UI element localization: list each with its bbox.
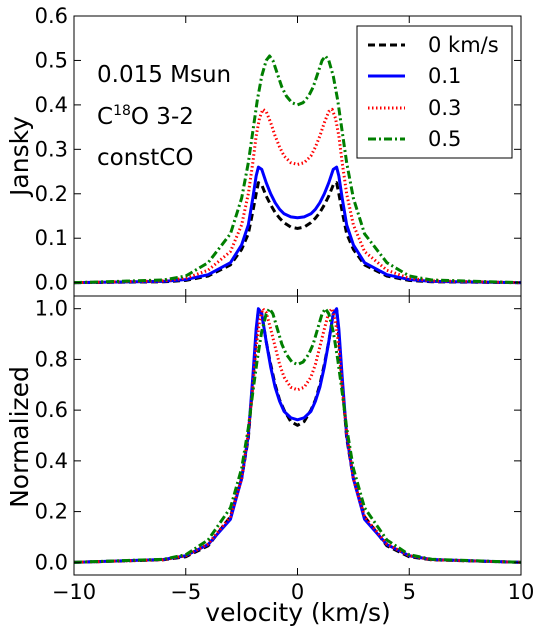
- series-line-2: [74, 307, 521, 564]
- y-tick-label: 1.0: [35, 297, 68, 321]
- annotation-model: constCO: [97, 145, 193, 171]
- y-tick-label: 0.4: [35, 449, 68, 473]
- legend: 0 km/s 0.1 0.3 0.5: [356, 25, 513, 159]
- y-tick-label: 0.4: [35, 93, 68, 117]
- molecule-isotope: 18: [113, 103, 131, 119]
- legend-label-0: 0 km/s: [428, 33, 499, 57]
- plot-area: [74, 54, 521, 285]
- top-panel-jansky: 0.0 0.1 0.2 0.3 0.4 0.5 0.6: [35, 4, 522, 297]
- y-tick-label: 0.8: [35, 347, 68, 371]
- bottom-panel-normalized: −10 −5 0 5 10 0.0 0.2 0.4 0.6 0.8 1.0: [35, 295, 535, 604]
- series-line-1: [74, 165, 521, 285]
- x-tick-label: 0: [291, 580, 304, 604]
- y-tick-label: 0.2: [35, 500, 68, 524]
- top-y-axis-label: Jansky: [5, 116, 34, 198]
- y-tick-label: 0.2: [35, 182, 68, 206]
- series-line-2: [74, 107, 521, 285]
- x-axis-label: velocity (km/s): [205, 598, 390, 627]
- series-line-0: [74, 307, 521, 564]
- x-tick-label: −5: [170, 580, 201, 604]
- y-tick-label: 0.3: [35, 137, 68, 161]
- x-tick-label: −10: [52, 580, 96, 604]
- legend-label-2: 0.3: [428, 96, 461, 120]
- y-tick-label: 0.6: [35, 4, 68, 28]
- y-tick-label: 0.5: [35, 48, 68, 72]
- series-line-0: [74, 181, 521, 285]
- axes-frame: [73, 295, 522, 576]
- series-line-3: [74, 307, 521, 564]
- molecule-prefix: C: [97, 104, 113, 130]
- x-tick-label: 10: [508, 580, 535, 604]
- y-tick-label: 0.1: [35, 226, 68, 250]
- annotation-block: 0.015 Msun C18O 3-2 constCO: [97, 62, 231, 171]
- annotation-molecule: C18O 3-2: [97, 103, 194, 130]
- bottom-y-axis-label: Normalized: [5, 366, 34, 508]
- plot-area: [74, 307, 521, 564]
- series-line-1: [74, 307, 521, 564]
- annotation-mass: 0.015 Msun: [97, 62, 231, 88]
- legend-label-1: 0.1: [428, 64, 461, 88]
- legend-label-3: 0.5: [428, 127, 461, 151]
- y-tick-label: 0.6: [35, 398, 68, 422]
- series-line-3: [74, 54, 521, 285]
- y-tick-label: 0.0: [35, 271, 68, 295]
- molecule-suffix: O 3-2: [131, 104, 194, 130]
- x-tick-label: 5: [403, 580, 416, 604]
- y-tick-label: 0.0: [35, 550, 68, 574]
- legend-frame: [356, 25, 513, 159]
